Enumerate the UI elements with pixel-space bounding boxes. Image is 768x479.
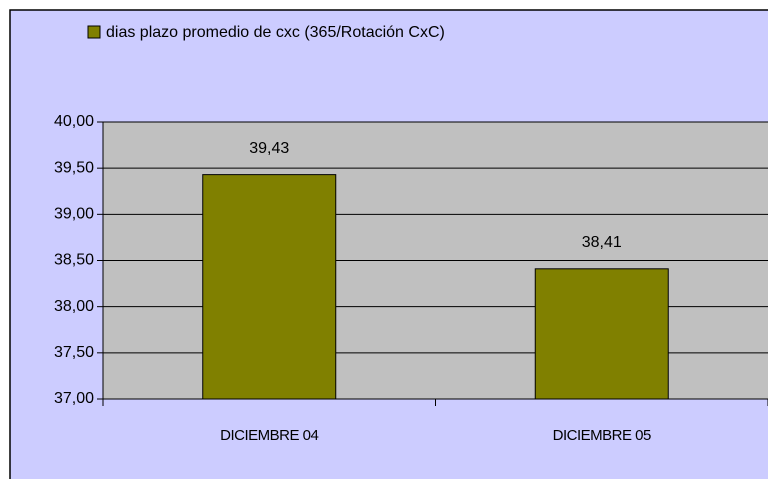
x-tick-label: DICIEMBRE 05 — [553, 427, 651, 444]
y-tick-label: 38,50 — [54, 252, 94, 269]
bar — [534, 268, 669, 400]
y-tick-label: 40,00 — [54, 113, 94, 130]
data-label: 38,41 — [582, 234, 622, 251]
legend-swatch — [87, 25, 101, 39]
y-tick-label: 37,00 — [54, 390, 94, 407]
data-label: 39,43 — [249, 140, 289, 157]
y-tick-label: 39,00 — [54, 206, 94, 223]
y-tick-label: 38,00 — [54, 298, 94, 315]
y-tick-label: 39,50 — [54, 159, 94, 176]
legend-label: dias plazo promedio de cxc (365/Rotación… — [106, 24, 445, 41]
x-tick-label: DICIEMBRE 04 — [220, 427, 318, 444]
bar — [202, 174, 337, 400]
y-tick-label: 37,50 — [54, 344, 94, 361]
